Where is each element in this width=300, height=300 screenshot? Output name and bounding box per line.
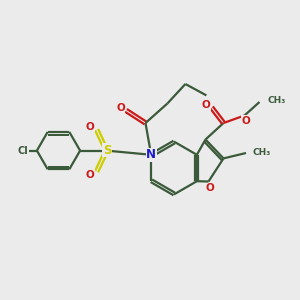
Text: Cl: Cl [17, 146, 28, 156]
Text: O: O [242, 116, 250, 126]
Text: CH₃: CH₃ [253, 148, 271, 157]
Text: N: N [146, 148, 156, 161]
Text: O: O [116, 103, 125, 113]
Text: CH₃: CH₃ [267, 96, 285, 105]
Text: O: O [202, 100, 211, 110]
Text: O: O [85, 169, 94, 180]
Text: O: O [85, 122, 94, 132]
Text: O: O [206, 183, 214, 193]
Text: S: S [103, 143, 111, 157]
